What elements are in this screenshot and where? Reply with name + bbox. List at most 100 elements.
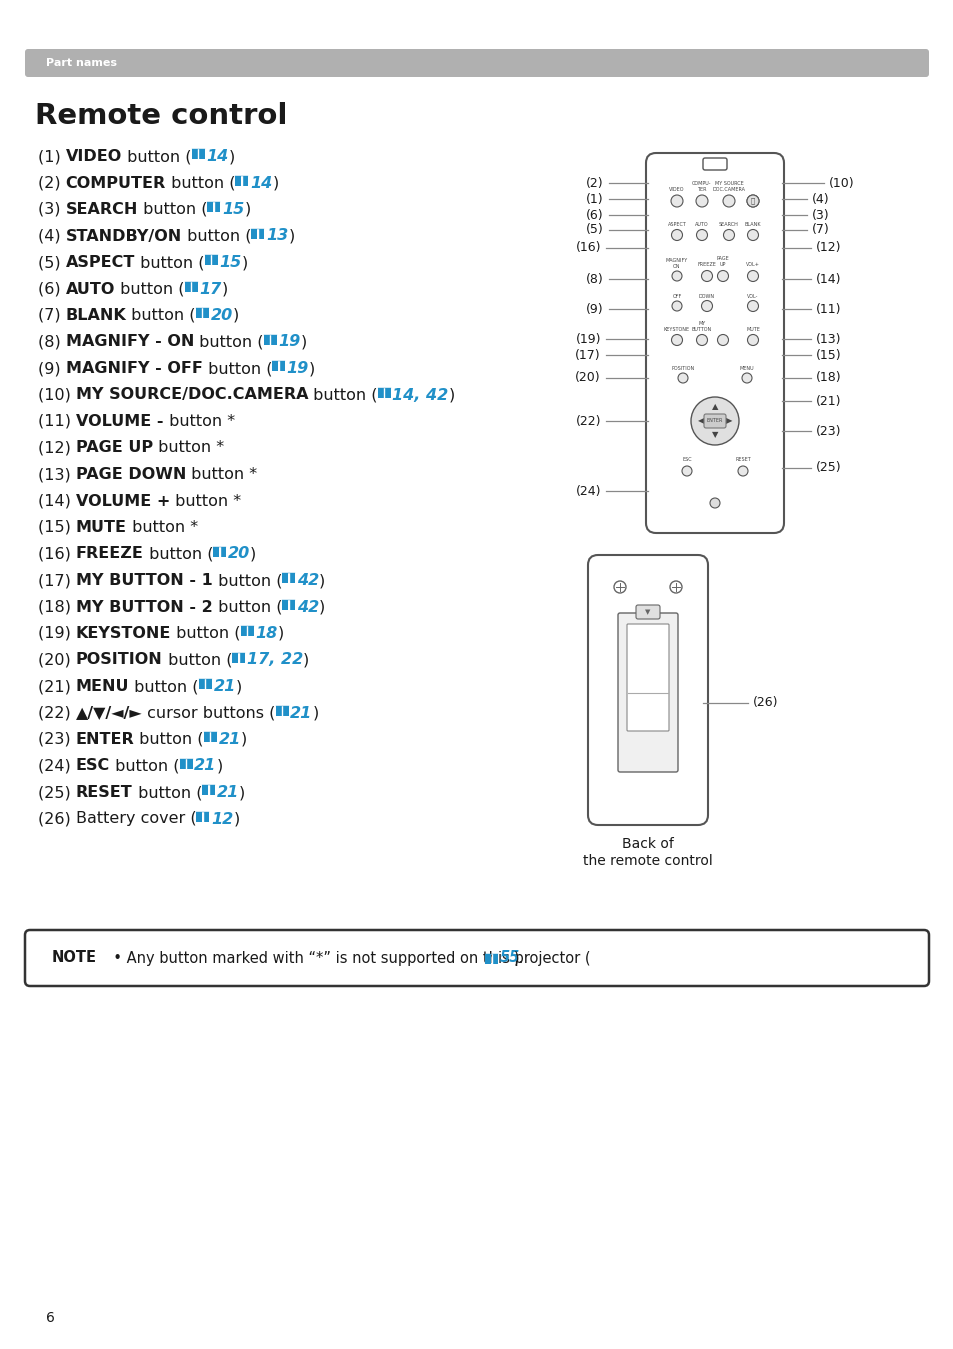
Text: (19): (19): [38, 626, 76, 641]
Text: SEARCH: SEARCH: [719, 223, 739, 227]
FancyBboxPatch shape: [703, 414, 725, 428]
Text: ): ): [235, 679, 242, 693]
Text: 21: 21: [213, 679, 235, 693]
Text: BLANK: BLANK: [66, 308, 127, 322]
FancyBboxPatch shape: [185, 282, 191, 291]
Text: (7): (7): [811, 224, 829, 236]
Text: MY SOURCE
DOC.CAMERA: MY SOURCE DOC.CAMERA: [712, 181, 744, 192]
Text: 21: 21: [216, 785, 238, 800]
Text: button (: button (: [122, 148, 192, 165]
Circle shape: [671, 271, 681, 281]
Text: button (: button (: [213, 599, 282, 615]
Text: (24): (24): [38, 758, 76, 773]
Text: button (: button (: [138, 202, 208, 217]
FancyBboxPatch shape: [263, 335, 270, 344]
Text: button (: button (: [134, 733, 204, 747]
Text: ESC: ESC: [681, 457, 691, 461]
Circle shape: [690, 397, 739, 445]
Text: ): ): [240, 733, 247, 747]
Text: cursor buttons (: cursor buttons (: [142, 706, 275, 720]
Text: (20): (20): [38, 653, 76, 668]
Text: VIDEO: VIDEO: [669, 188, 684, 192]
Text: ): ): [300, 335, 307, 349]
Text: (11): (11): [815, 302, 841, 316]
Text: 42: 42: [296, 599, 319, 615]
Text: ): ): [448, 387, 455, 402]
Circle shape: [678, 374, 687, 383]
Circle shape: [671, 301, 681, 312]
Text: ENTER: ENTER: [706, 418, 722, 424]
Text: (6): (6): [38, 282, 66, 297]
Text: (10): (10): [38, 387, 76, 402]
Circle shape: [670, 196, 682, 206]
Circle shape: [681, 465, 691, 476]
Text: (5): (5): [38, 255, 66, 270]
Text: MY BUTTON - 2: MY BUTTON - 2: [76, 599, 213, 615]
Text: (20): (20): [575, 371, 600, 384]
Text: ): ): [233, 308, 239, 322]
Circle shape: [722, 196, 734, 206]
Text: (16): (16): [575, 241, 600, 255]
FancyBboxPatch shape: [275, 706, 281, 715]
Text: ): ): [313, 706, 318, 720]
FancyBboxPatch shape: [192, 282, 197, 291]
Text: SEARCH: SEARCH: [66, 202, 138, 217]
Text: ): ): [288, 228, 294, 244]
Text: VIDEO: VIDEO: [66, 148, 122, 165]
Text: ): ): [233, 812, 239, 827]
FancyBboxPatch shape: [198, 150, 204, 159]
FancyBboxPatch shape: [204, 733, 210, 742]
Text: ): ): [244, 202, 251, 217]
Text: KEYSTONE: KEYSTONE: [663, 326, 689, 332]
Text: ): ): [238, 785, 245, 800]
Text: POSITION: POSITION: [76, 653, 162, 668]
FancyBboxPatch shape: [385, 387, 391, 398]
Text: MAGNIFY - ON: MAGNIFY - ON: [66, 335, 194, 349]
Circle shape: [696, 196, 707, 206]
Text: ◀: ◀: [697, 417, 703, 425]
Circle shape: [717, 335, 728, 345]
FancyBboxPatch shape: [212, 255, 217, 266]
FancyBboxPatch shape: [204, 255, 211, 266]
Text: button *: button *: [171, 494, 241, 509]
Text: 21: 21: [193, 758, 216, 773]
Text: COMPU-
TER: COMPU- TER: [692, 181, 711, 192]
Text: • Any button marked with “*” is not supported on this projector (: • Any button marked with “*” is not supp…: [104, 951, 590, 966]
Text: button (: button (: [130, 679, 199, 693]
Text: ): ): [318, 573, 325, 588]
Circle shape: [614, 581, 625, 594]
Text: (11): (11): [38, 414, 76, 429]
Text: MENU: MENU: [739, 366, 754, 371]
Text: button (: button (: [110, 758, 179, 773]
Text: 14: 14: [206, 148, 228, 165]
Circle shape: [671, 229, 681, 240]
Text: (4): (4): [38, 228, 66, 244]
Text: 20: 20: [211, 308, 233, 322]
Text: (17): (17): [38, 573, 76, 588]
FancyBboxPatch shape: [279, 362, 285, 371]
Text: 21: 21: [290, 706, 313, 720]
Text: STANDBY/ON: STANDBY/ON: [66, 228, 182, 244]
Circle shape: [741, 374, 751, 383]
Text: button (: button (: [202, 362, 272, 376]
Text: (8): (8): [38, 335, 66, 349]
Text: 18: 18: [255, 626, 277, 641]
Text: (2): (2): [586, 177, 603, 189]
Text: ▶: ▶: [725, 417, 732, 425]
Text: Battery cover (: Battery cover (: [76, 812, 196, 827]
Text: BLANK: BLANK: [744, 223, 760, 227]
Circle shape: [747, 229, 758, 240]
Text: PAGE UP: PAGE UP: [76, 441, 153, 456]
FancyBboxPatch shape: [179, 758, 186, 769]
Text: VOL-: VOL-: [746, 294, 758, 299]
Text: ASPECT: ASPECT: [667, 223, 686, 227]
FancyBboxPatch shape: [187, 758, 193, 769]
Text: VOL+: VOL+: [745, 262, 760, 267]
FancyBboxPatch shape: [202, 785, 208, 795]
Text: (5): (5): [586, 224, 603, 236]
Circle shape: [722, 229, 734, 240]
Text: 19: 19: [286, 362, 309, 376]
Text: button (: button (: [132, 785, 202, 800]
Text: (16): (16): [38, 546, 76, 561]
Text: (17): (17): [575, 348, 600, 362]
